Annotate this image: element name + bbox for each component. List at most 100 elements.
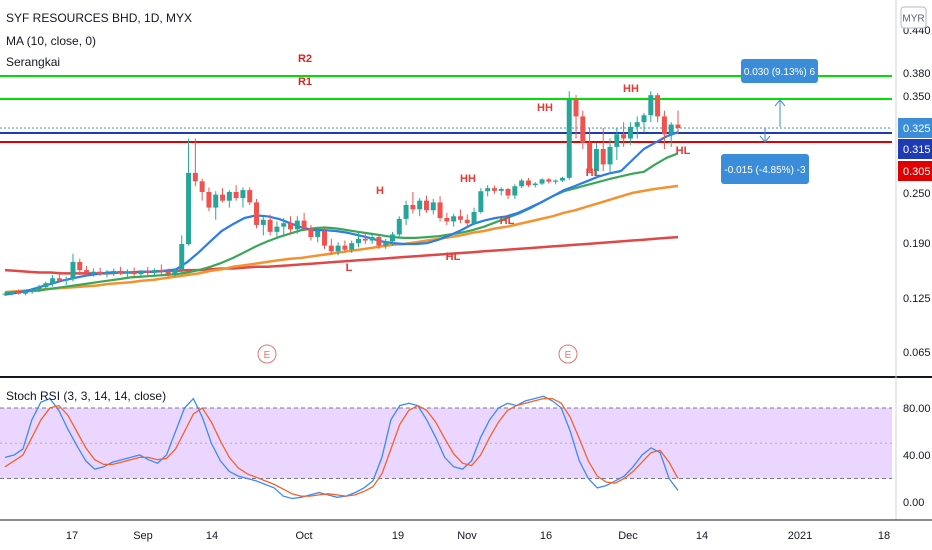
candle-body: [512, 186, 518, 196]
measure-tool: 0.030 (9.13%) 6 -0.015 (-4.85%) -3: [721, 59, 818, 184]
candle-body: [131, 271, 137, 275]
time-tick-label: 19: [392, 530, 404, 542]
time-tick-label: 14: [696, 530, 708, 542]
pattern-label: HL: [676, 145, 691, 157]
candle-body: [566, 99, 572, 178]
stoch-legend: Stoch RSI (3, 3, 14, 14, close): [6, 389, 166, 403]
candle-body: [437, 202, 443, 218]
stoch-tick-label: 40.00: [903, 450, 931, 462]
price-badge-label: 0.325: [903, 123, 931, 135]
level-label: R1: [298, 76, 312, 88]
stoch-lines: [4, 395, 679, 500]
candle-body: [505, 188, 511, 196]
measure-down-badge: [721, 154, 809, 184]
ma10-line: [4, 131, 679, 296]
price-pane[interactable]: R2 R1 0.030 (9.13%) 6 -0.015 (-4.85%) -3 H…: [0, 53, 896, 364]
price-badge: [898, 118, 932, 138]
candle-body: [84, 270, 90, 274]
time-tick-label: 16: [540, 530, 552, 542]
candle-body: [50, 278, 56, 284]
pattern-label: HL: [500, 215, 515, 227]
candle-body: [9, 292, 15, 294]
candle-body: [199, 181, 205, 192]
measure-up-badge: [741, 59, 818, 83]
candle-body: [104, 272, 110, 275]
earnings-marker: [558, 344, 578, 364]
candle-body: [369, 237, 375, 241]
candle-body: [362, 238, 368, 241]
candle-body: [124, 271, 130, 274]
candle-body: [423, 200, 429, 211]
stoch-band: [0, 407, 892, 479]
candle-body: [342, 245, 348, 250]
currency-label: MYR: [902, 14, 924, 25]
candle-body: [464, 219, 470, 224]
moving-average-lines: [4, 131, 679, 296]
candle-body: [376, 237, 382, 246]
price-tick-label: 0.250: [903, 188, 931, 200]
stoch-rsi-pane[interactable]: [0, 395, 896, 500]
candle-body: [383, 241, 389, 246]
candle-body: [158, 270, 164, 272]
candle-body: [410, 205, 416, 210]
currency-badge[interactable]: MYR: [900, 6, 927, 29]
price-badge: [898, 161, 932, 181]
candle-body: [539, 179, 545, 184]
candle-body: [322, 231, 328, 246]
candle-body: [355, 238, 361, 244]
stoch-axis[interactable]: 80.00 40.00 0.00: [903, 403, 931, 509]
candle-body: [655, 95, 661, 117]
candle-body: [274, 226, 280, 232]
candle-body: [281, 223, 287, 227]
candle-body: [349, 243, 355, 250]
candle-body: [546, 179, 552, 182]
candle-body: [308, 228, 314, 238]
candle-body: [16, 292, 22, 294]
candle-body: [389, 234, 395, 242]
candle-body: [56, 278, 62, 281]
candle-body: [145, 270, 151, 273]
candle-body: [288, 223, 294, 230]
measure-down-text: -0.015 (-4.85%) -3: [724, 165, 806, 176]
candle-body: [417, 200, 423, 210]
candle-body: [2, 293, 8, 295]
time-axis[interactable]: 17 Sep 14 Oct 19 Nov 16 Dec 14 2021 18: [66, 530, 890, 542]
candle-body: [260, 219, 266, 225]
candle-body: [213, 194, 219, 208]
candle-body: [451, 216, 457, 222]
candle-body: [63, 279, 69, 281]
candle-body: [36, 287, 42, 290]
candle-body: [220, 194, 226, 201]
price-tick-label: 0.380: [903, 68, 931, 80]
candle-body: [172, 270, 178, 275]
candle-body: [668, 124, 674, 135]
candle-body: [553, 180, 559, 182]
pattern-label: HH: [623, 83, 639, 95]
candle-body: [648, 95, 654, 116]
candle-body: [559, 177, 565, 181]
candle-body: [661, 116, 667, 135]
candle-body: [580, 116, 586, 143]
pattern-label: HL: [586, 167, 601, 179]
candle-body: [600, 149, 606, 165]
time-tick-label: 18: [878, 530, 890, 542]
candle-body: [240, 190, 246, 199]
candle-body: [335, 245, 341, 252]
candle-body: [525, 180, 531, 186]
candle-body: [247, 190, 253, 203]
measure-up-text: 0.030 (9.13%) 6: [744, 67, 816, 78]
ma20-line: [4, 152, 679, 294]
price-badges: 0.325 0.315 0.305: [898, 118, 932, 181]
time-tick-label: 2021: [788, 530, 812, 542]
pattern-label: L: [346, 262, 353, 274]
price-badge-label: 0.315: [903, 144, 931, 156]
ma-legend: MA (10, close, 0): [6, 34, 96, 48]
earnings-marker-label: E: [264, 350, 271, 361]
candle-body: [70, 261, 76, 280]
pattern-label: HH: [537, 102, 553, 114]
candle-body: [186, 172, 192, 244]
price-tick-label: 0.125: [903, 293, 931, 305]
